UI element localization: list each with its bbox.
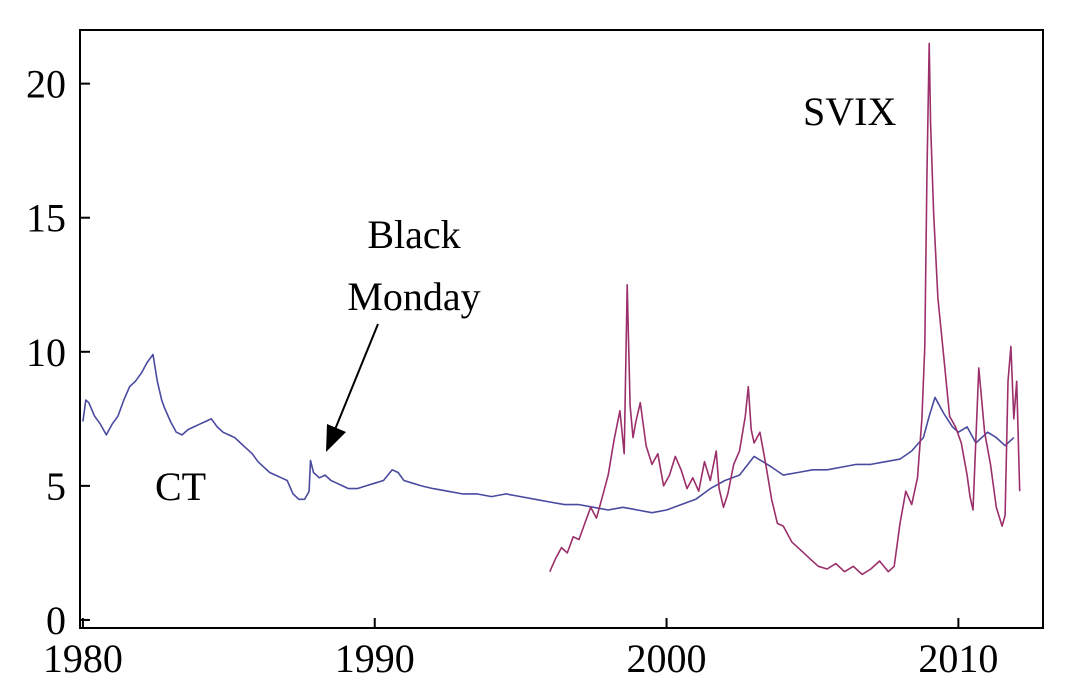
y-tick-label: 20 xyxy=(26,62,66,107)
y-tick-label: 15 xyxy=(26,196,66,241)
black-monday-annotation-line1: Black xyxy=(367,212,460,257)
y-tick-label: 10 xyxy=(26,330,66,375)
x-tick-label: 1980 xyxy=(43,636,123,681)
plot-frame xyxy=(79,29,1044,629)
x-tick-label: 2010 xyxy=(918,636,998,681)
svix-annotation: SVIX xyxy=(803,89,896,134)
ct-annotation: CT xyxy=(155,464,206,509)
series-layer xyxy=(82,42,1021,576)
black-monday-arrow-head xyxy=(326,424,346,452)
y-tick-label: 5 xyxy=(46,464,66,509)
y-tick-label: 0 xyxy=(46,598,66,643)
black-monday-arrow-shaft xyxy=(333,323,379,433)
ct-series-line xyxy=(82,353,1015,514)
x-tick-label: 1990 xyxy=(335,636,415,681)
x-tick-label: 2000 xyxy=(627,636,707,681)
x-axis-ticks: 1980 1990 2000 2010 xyxy=(43,618,998,681)
svix-series-line xyxy=(549,42,1021,576)
black-monday-annotation-line2: Monday xyxy=(347,274,480,319)
y-axis-ticks: 0 5 10 15 20 xyxy=(26,62,90,643)
